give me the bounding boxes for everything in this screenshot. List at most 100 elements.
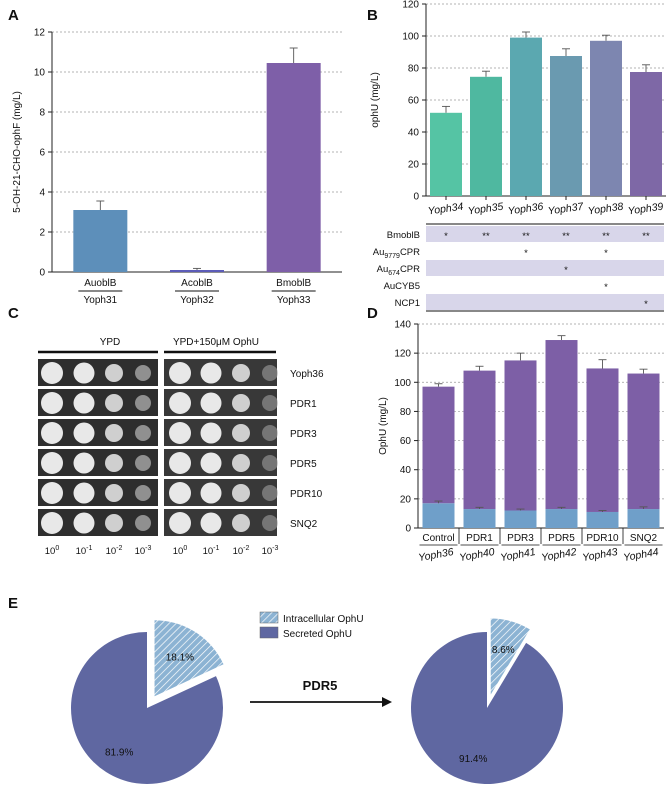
panel-e-legend-label: Secreted OphU [283, 629, 352, 640]
panel-c-strain-label: PDR10 [290, 489, 323, 500]
panel-c-dilution-label: 10-2 [233, 545, 250, 557]
panel-c-letter: C [8, 305, 19, 322]
panel-b-bar-Yoph37 [550, 56, 582, 196]
panel-c-dilution-label: 10-1 [76, 545, 93, 557]
panel-c-colony-spot [200, 362, 222, 384]
panel-c-colony-spot [135, 365, 151, 381]
panel-c-colony-spot [105, 394, 123, 412]
panel-e-pie-2-slice-secreted [410, 632, 563, 784]
panel-c-colony-spot [200, 452, 222, 474]
panel-c-colony-spot [169, 512, 191, 534]
panel-c-colony-spot [262, 485, 278, 501]
panel-a-ytick-label: 2 [39, 228, 45, 239]
panel-d-category-label: PDR10 [586, 533, 619, 544]
panel-c-colony-spot [105, 514, 123, 532]
panel-c-colony-spot [105, 454, 123, 472]
panel-e-pie-1-slice-secreted [70, 632, 223, 784]
panel-b-y-axis-title: ophU (mg/L) [370, 72, 381, 128]
panel-b-table-mark: * [444, 231, 448, 242]
panel-a-ytick-label: 12 [34, 28, 46, 39]
panel-a-ytick-label: 10 [34, 68, 46, 79]
panel-c-spot-assay: YPD YPD+150μM OphU Yoph36 PDR1 PDR3 PDR5 PDR10… [38, 337, 324, 557]
panel-b-ytick-label: 100 [402, 32, 419, 43]
panel-d-strain-label: Yoph36 [417, 546, 454, 564]
panel-a-category-label: BmoblB [276, 278, 311, 289]
panel-c-colony-spot [169, 392, 191, 414]
panel-e-pie-2-label-intracellular: 8.6% [492, 645, 515, 656]
panel-d-category-label: PDR1 [466, 533, 493, 544]
panel-a-ytick-label: 4 [39, 188, 45, 199]
panel-c-colony-spot [105, 364, 123, 382]
panel-d-bar-intracellular-PDR1 [463, 509, 496, 528]
panel-c-dilution-label: 10-3 [135, 545, 152, 557]
panel-b-ytick-label: 80 [408, 64, 420, 75]
panel-c-colony-spot [262, 365, 278, 381]
panel-b-strain-label: Yoph36 [507, 201, 544, 218]
panel-a-letter: A [8, 7, 19, 24]
panel-c-colony-spot [200, 482, 222, 504]
panel-c-colony-spot [135, 425, 151, 441]
panel-b-bar-Yoph39 [630, 72, 662, 196]
panel-b-table-row-shade [426, 294, 664, 310]
panel-c-colony-spot [135, 395, 151, 411]
panel-a-category-label: AuoblB [84, 278, 117, 289]
panel-d-ytick-label: 140 [394, 320, 411, 331]
panel-b-table-row-label: Au9779CPR [373, 247, 420, 260]
panel-a-y-axis-title: 5-OH-21-CHO-ophF (mg/L) [12, 91, 23, 213]
panel-d-bar-intracellular-PDR10 [586, 511, 619, 528]
panel-b-table-row-label: Au674CPR [377, 264, 421, 277]
panel-a-strain-label: Yoph31 [84, 295, 118, 306]
panel-c-strain-label: PDR3 [290, 429, 317, 440]
panel-d-bar-secreted-Control [422, 386, 455, 504]
panel-d-category-label: PDR5 [548, 533, 575, 544]
panel-c-colony-spot [232, 484, 250, 502]
panel-d-ytick-label: 80 [400, 407, 412, 418]
panel-b-ytick-label: 60 [408, 96, 420, 107]
panel-a-ytick-label: 8 [39, 108, 45, 119]
panel-b-strain-label: Yoph39 [627, 201, 664, 218]
panel-e-pie-1-label-intracellular: 18.1% [166, 652, 194, 663]
panel-b-table-mark: * [604, 248, 608, 259]
panel-e-pie-2-slice-intracellular [490, 618, 530, 695]
panel-a-category-label: AcoblB [181, 278, 213, 289]
panel-d-bar-intracellular-PDR5 [545, 509, 578, 528]
panel-a-bar-BmoblB [266, 63, 321, 272]
panel-c-dilution-label: 100 [173, 545, 188, 557]
panel-d-strain-label: Yoph43 [581, 546, 618, 564]
panel-c-dilution-label: 10-1 [203, 545, 220, 557]
panel-d-bar-intracellular-SNQ2 [627, 509, 660, 528]
panel-b-table-mark: * [524, 248, 528, 259]
panel-d-bar-secreted-PDR10 [586, 368, 619, 512]
panel-b-bar-Yoph38 [590, 40, 622, 196]
panel-a-strain-label: Yoph33 [277, 295, 311, 306]
panel-c-colony-spot [41, 392, 63, 414]
panel-c-colony-spot [232, 394, 250, 412]
panel-c-colony-spot [232, 424, 250, 442]
panel-a-ytick-label: 6 [39, 148, 45, 159]
panel-b-table-row-label: AuCYB5 [384, 281, 420, 292]
panel-c-dilution-label: 100 [45, 545, 60, 557]
panel-a-ytick-label: 0 [39, 268, 45, 279]
panel-d-bar-secreted-SNQ2 [627, 373, 660, 510]
panel-c-colony-spot [41, 512, 63, 534]
panel-c-colony-spot [41, 452, 63, 474]
panel-b-table-mark: ** [602, 231, 610, 242]
panel-a-strain-label: Yoph32 [180, 295, 214, 306]
panel-c-colony-spot [73, 482, 95, 504]
panel-b-strain-label: Yoph35 [467, 201, 504, 218]
panel-c-colony-spot [105, 484, 123, 502]
panel-b-strain-label: Yoph34 [427, 201, 464, 218]
panel-c-colony-spot [73, 392, 95, 414]
panel-d-strain-label: Yoph44 [622, 546, 659, 564]
panel-c-colony-spot [169, 452, 191, 474]
panel-b-table-row-label: BmoblB [387, 230, 420, 241]
panel-c-colony-spot [232, 454, 250, 472]
panel-d-bar-secreted-PDR3 [504, 360, 537, 511]
panel-d-ytick-label: 0 [405, 524, 411, 535]
panel-b-table-mark: * [564, 265, 568, 276]
panel-b-letter: B [367, 7, 378, 24]
panel-b-table-mark: ** [562, 231, 570, 242]
panel-d-bar-secreted-PDR1 [463, 370, 496, 510]
panel-c-strain-label: Yoph36 [290, 369, 324, 380]
panel-c-colony-spot [135, 485, 151, 501]
